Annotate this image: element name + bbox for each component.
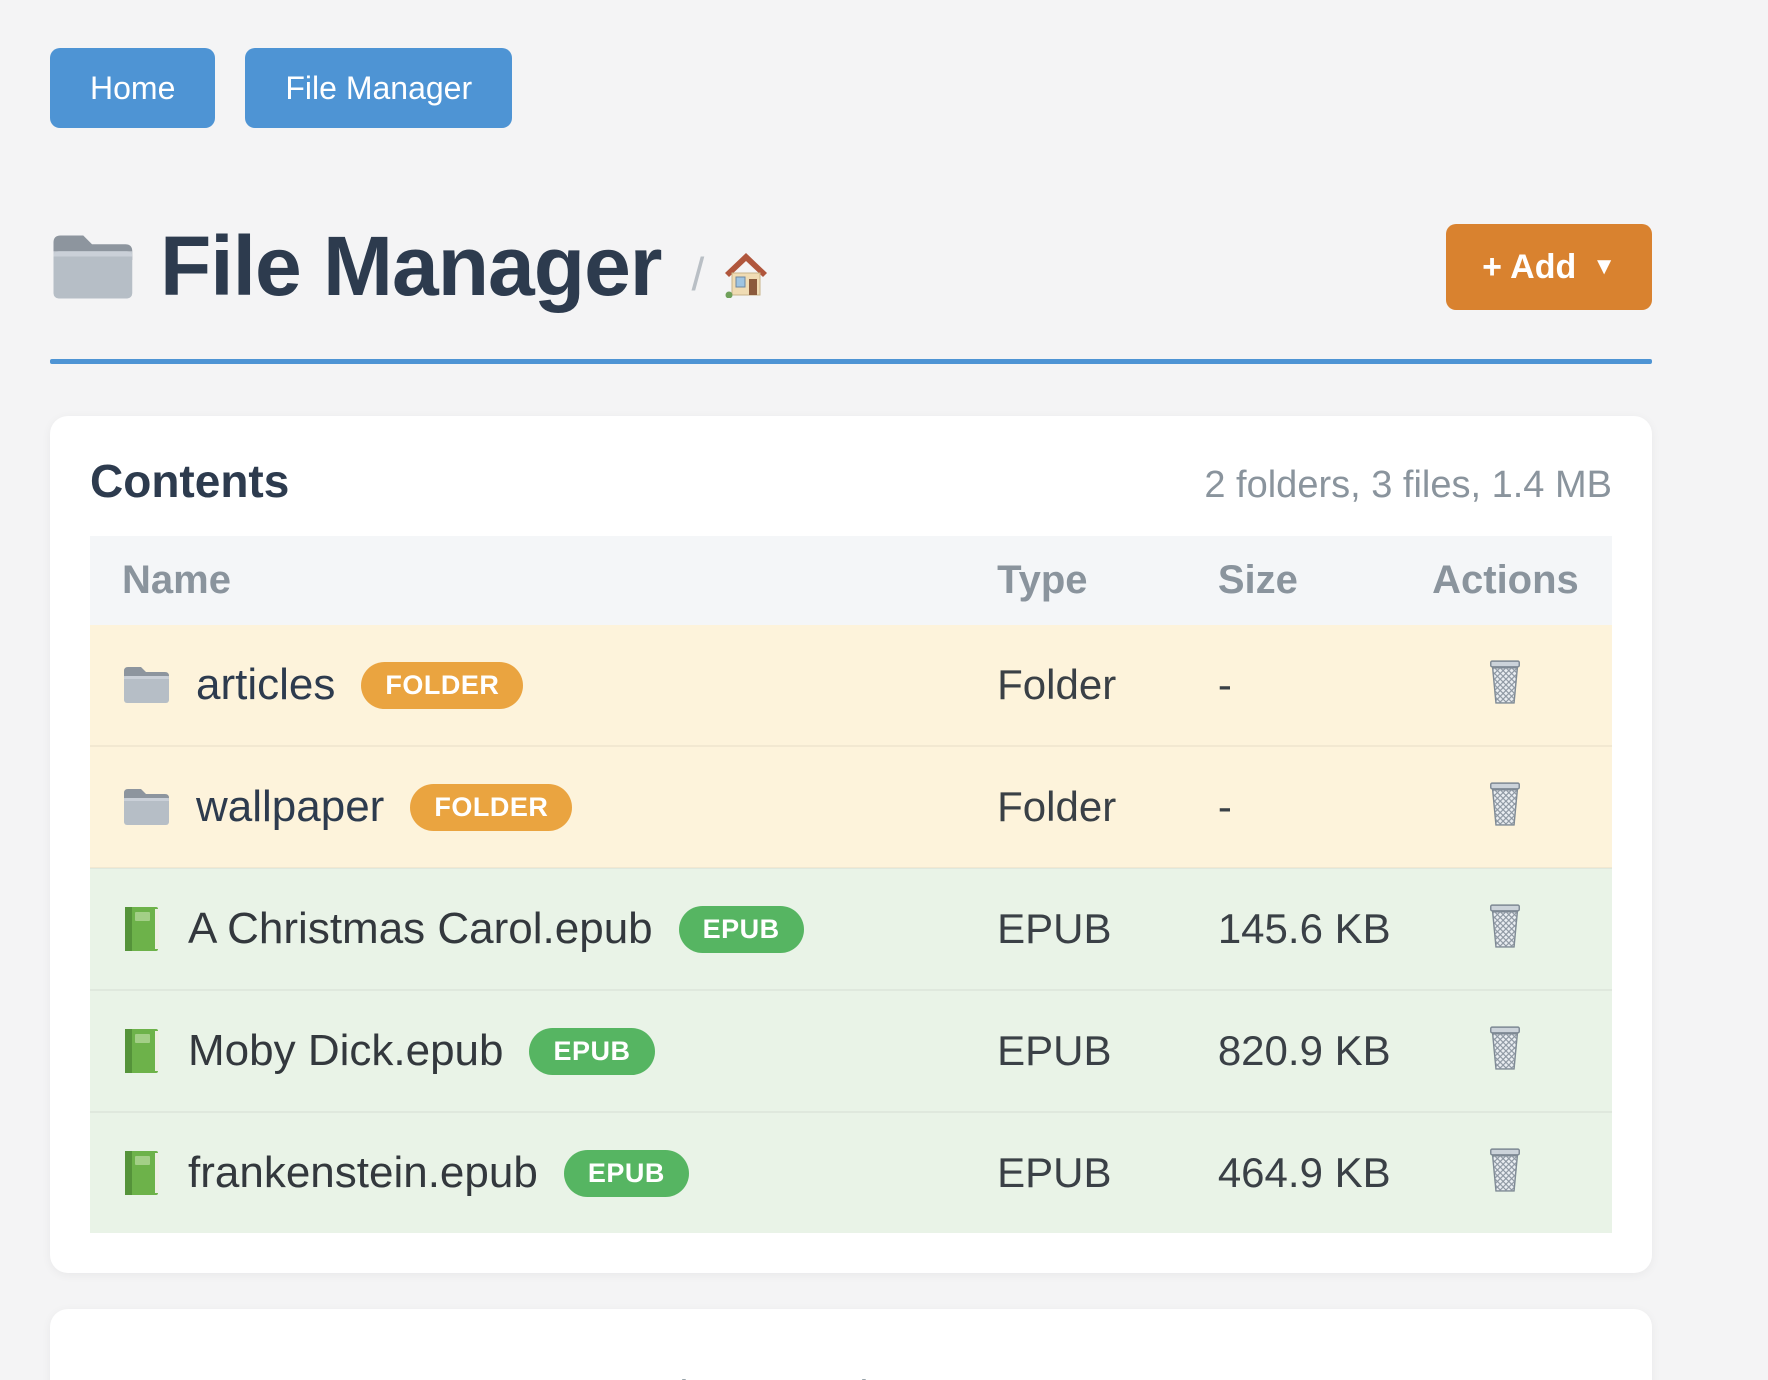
file-type-badge: EPUB (678, 905, 804, 953)
card-header: Contents 2 folders, 3 files, 1.4 MB (90, 454, 1612, 508)
footer: CrossPoint E-Reader • Open Source (50, 1309, 1652, 1380)
trash-icon (1486, 1025, 1524, 1071)
table-row: Moby Dick.epub EPUB EPUB 820.9 KB (90, 989, 1612, 1112)
breadcrumb-separator: / (691, 247, 705, 300)
name-cell: frankenstein.epub EPUB (90, 1111, 966, 1233)
column-header-actions: Actions (1398, 536, 1612, 625)
book-icon (122, 905, 162, 953)
actions-cell (1399, 625, 1612, 746)
file-name-link[interactable]: A Christmas Carol.epub (188, 904, 653, 953)
column-header-size: Size (1185, 536, 1399, 625)
file-type-badge: FOLDER (410, 783, 573, 831)
trash-icon (1486, 781, 1524, 827)
file-name-link[interactable]: frankenstein.epub (188, 1148, 538, 1197)
name-cell: Moby Dick.epub EPUB (90, 989, 966, 1112)
table-row: articles FOLDER Folder - (90, 625, 1612, 746)
header-divider (50, 359, 1652, 364)
file-table: Name Type Size Actions (90, 536, 1612, 1233)
file-name-link[interactable]: wallpaper (196, 782, 385, 831)
add-button-label: + Add (1482, 247, 1577, 286)
size-cell: - (1217, 661, 1232, 708)
name-cell: articles FOLDER (90, 625, 965, 746)
table-row: wallpaper FOLDER Folder - (90, 745, 1612, 868)
card-title: Contents (90, 455, 290, 507)
column-header-type: Type (965, 536, 1186, 625)
trash-icon (1486, 1147, 1524, 1193)
delete-button[interactable] (1482, 655, 1528, 709)
breadcrumb: / (691, 247, 770, 301)
home-button[interactable]: Home (50, 48, 216, 128)
contents-summary: 2 folders, 3 files, 1.4 MB (1204, 464, 1612, 506)
page-container: Home File Manager File Manager / (50, 0, 1652, 1273)
page-header: File Manager / + Add ▼ (50, 218, 1652, 315)
column-header-name: Name (90, 536, 966, 625)
file-name-link[interactable]: articles (196, 660, 336, 709)
book-icon (122, 1027, 162, 1075)
folder-icon (50, 231, 134, 303)
type-cell: Folder (997, 661, 1117, 708)
delete-button[interactable] (1482, 899, 1528, 953)
type-cell: EPUB (965, 867, 1186, 990)
caret-down-icon: ▼ (1592, 252, 1616, 280)
actions-cell (1398, 1111, 1612, 1233)
table-row: A Christmas Carol.epub EPUB EPUB 145.6 K… (90, 867, 1612, 990)
actions-cell (1398, 867, 1612, 990)
file-type-badge: EPUB (563, 1149, 689, 1197)
size-cell: 145.6 KB (1185, 867, 1399, 990)
add-button[interactable]: + Add ▼ (1446, 223, 1652, 310)
top-nav: Home File Manager (50, 48, 1652, 128)
file-table-header: Name Type Size Actions (90, 536, 1612, 625)
size-cell: - (1185, 745, 1399, 868)
delete-button[interactable] (1482, 1143, 1528, 1197)
file-type-badge: EPUB (529, 1027, 655, 1075)
book-icon (122, 1149, 162, 1197)
size-cell: 820.9 KB (1185, 989, 1399, 1112)
actions-cell (1398, 745, 1612, 868)
home-icon[interactable] (722, 250, 770, 298)
delete-button[interactable] (1482, 777, 1528, 831)
name-cell: A Christmas Carol.epub EPUB (90, 867, 966, 990)
trash-icon (1486, 903, 1524, 949)
name-cell: wallpaper FOLDER (90, 745, 966, 868)
trash-icon (1486, 659, 1524, 705)
table-row: frankenstein.epub EPUB EPUB 464.9 KB (90, 1111, 1612, 1233)
page-title: File Manager (160, 219, 662, 313)
type-cell: EPUB (965, 989, 1186, 1112)
file-type-badge: FOLDER (361, 661, 524, 709)
folder-icon (122, 665, 170, 705)
type-cell: Folder (965, 745, 1186, 868)
file-name-link[interactable]: Moby Dick.epub (188, 1026, 504, 1075)
file-manager-button[interactable]: File Manager (245, 48, 513, 128)
type-cell: EPUB (965, 1111, 1186, 1233)
contents-card: Contents 2 folders, 3 files, 1.4 MB Name… (50, 416, 1652, 1273)
footer-text: CrossPoint E-Reader • Open Source (526, 1373, 1176, 1380)
folder-icon (122, 787, 170, 827)
size-cell: 464.9 KB (1185, 1111, 1399, 1233)
file-table-body: articles FOLDER Folder - (90, 625, 1612, 1233)
actions-cell (1398, 989, 1612, 1112)
delete-button[interactable] (1482, 1021, 1528, 1075)
